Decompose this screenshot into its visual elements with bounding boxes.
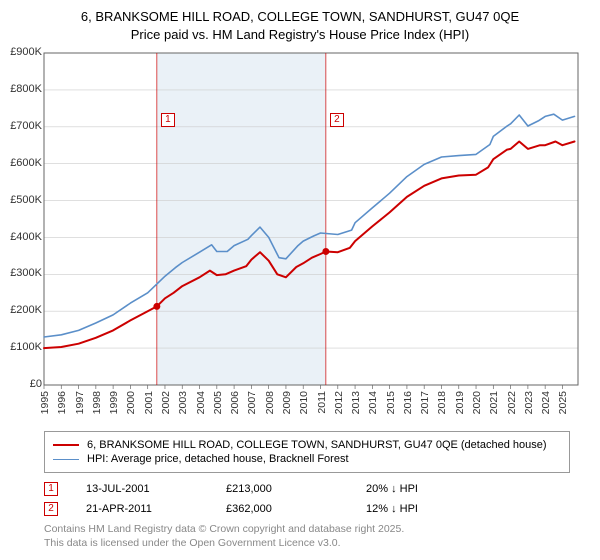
legend-swatch [53, 444, 79, 446]
x-tick-label: 2011 [316, 391, 328, 414]
title-line2: Price paid vs. HM Land Registry's House … [10, 26, 590, 44]
footer-line2: This data is licensed under the Open Gov… [44, 537, 570, 551]
x-tick-label: 2013 [350, 391, 362, 414]
y-tick-label: £800K [0, 83, 42, 95]
y-tick-label: £300K [0, 267, 42, 279]
sale-delta: 20% ↓ HPI [366, 483, 506, 495]
line-chart-svg [0, 45, 600, 425]
legend: 6, BRANKSOME HILL ROAD, COLLEGE TOWN, SA… [44, 431, 570, 473]
x-tick-label: 2000 [125, 391, 137, 414]
x-tick-label: 2025 [557, 391, 569, 414]
chart-title: 6, BRANKSOME HILL ROAD, COLLEGE TOWN, SA… [0, 0, 600, 45]
sale-row: 1 13-JUL-2001£213,00020% ↓ HPI [44, 479, 570, 499]
sale-marker: 2 [44, 502, 58, 516]
legend-label: HPI: Average price, detached house, Brac… [87, 453, 349, 465]
x-tick-label: 2022 [506, 391, 518, 414]
y-tick-label: £900K [0, 46, 42, 58]
x-tick-label: 2008 [264, 391, 276, 414]
x-tick-label: 2017 [419, 391, 431, 414]
x-tick-label: 2014 [367, 391, 379, 414]
x-tick-label: 2023 [523, 391, 535, 414]
x-tick-label: 2004 [195, 391, 207, 414]
footer-line1: Contains HM Land Registry data © Crown c… [44, 523, 570, 537]
x-tick-label: 2005 [212, 391, 224, 414]
sale-row: 2 21-APR-2011£362,00012% ↓ HPI [44, 499, 570, 519]
chart-area: £0 £100K £200K £300K £400K £500K £600K £700K £80… [0, 45, 600, 425]
y-tick-label: £400K [0, 231, 42, 243]
x-tick-label: 1996 [56, 391, 68, 414]
x-tick-label: 1997 [74, 391, 86, 414]
x-tick-label: 2012 [333, 391, 345, 414]
y-tick-label: £200K [0, 304, 42, 316]
x-tick-label: 2024 [540, 391, 552, 414]
x-tick-label: 2020 [471, 391, 483, 414]
x-tick-label: 2018 [436, 391, 448, 414]
sale-price: £213,000 [226, 483, 366, 495]
y-tick-label: £700K [0, 120, 42, 132]
legend-row: 6, BRANKSOME HILL ROAD, COLLEGE TOWN, SA… [53, 438, 561, 452]
x-tick-label: 1995 [39, 391, 51, 414]
x-tick-label: 1998 [91, 391, 103, 414]
x-tick-label: 2002 [160, 391, 172, 414]
x-tick-label: 2019 [454, 391, 466, 414]
sale-marker: 1 [44, 482, 58, 496]
x-tick-label: 2021 [488, 391, 500, 414]
sale-date: 21-APR-2011 [86, 503, 226, 515]
legend-swatch [53, 459, 79, 460]
annotation-marker: 1 [161, 113, 175, 127]
sale-delta: 12% ↓ HPI [366, 503, 506, 515]
y-tick-label: £0 [0, 378, 42, 390]
x-tick-label: 2010 [298, 391, 310, 414]
x-tick-label: 2015 [385, 391, 397, 414]
y-tick-label: £500K [0, 194, 42, 206]
title-line1: 6, BRANKSOME HILL ROAD, COLLEGE TOWN, SA… [10, 8, 590, 26]
legend-label: 6, BRANKSOME HILL ROAD, COLLEGE TOWN, SA… [87, 439, 547, 451]
x-tick-label: 1999 [108, 391, 120, 414]
x-tick-label: 2016 [402, 391, 414, 414]
x-tick-label: 2003 [177, 391, 189, 414]
y-tick-label: £600K [0, 157, 42, 169]
sale-date: 13-JUL-2001 [86, 483, 226, 495]
sale-price: £362,000 [226, 503, 366, 515]
x-tick-label: 2006 [229, 391, 241, 414]
y-tick-label: £100K [0, 341, 42, 353]
sales-table: 1 13-JUL-2001£213,00020% ↓ HPI 2 21-APR-201… [44, 479, 570, 519]
annotation-marker: 2 [330, 113, 344, 127]
x-tick-label: 2009 [281, 391, 293, 414]
x-tick-label: 2007 [246, 391, 258, 414]
x-tick-label: 2001 [143, 391, 155, 414]
legend-row: HPI: Average price, detached house, Brac… [53, 452, 561, 466]
attribution-footer: Contains HM Land Registry data © Crown c… [44, 523, 570, 550]
